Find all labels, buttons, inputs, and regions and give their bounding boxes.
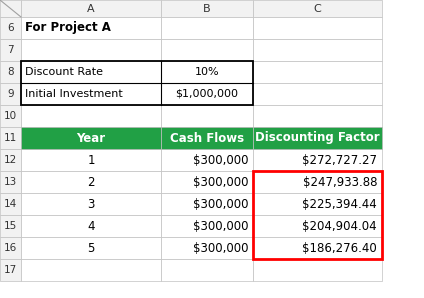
- Bar: [21, 0, 161, 17]
- Bar: [0, 39, 21, 61]
- Bar: [253, 215, 382, 237]
- Bar: [0, 259, 21, 281]
- Bar: [161, 127, 253, 149]
- Text: 11: 11: [4, 133, 17, 143]
- Bar: [21, 17, 161, 39]
- Text: 6: 6: [7, 23, 14, 33]
- Text: 12: 12: [4, 155, 17, 165]
- Bar: [161, 39, 253, 61]
- Bar: [253, 0, 382, 17]
- Bar: [161, 0, 253, 17]
- Text: $300,000: $300,000: [192, 176, 248, 189]
- Text: $300,000: $300,000: [192, 198, 248, 210]
- Bar: [253, 193, 382, 215]
- Text: 10%: 10%: [195, 67, 219, 77]
- Bar: [253, 61, 382, 83]
- Text: Cash Flows: Cash Flows: [170, 131, 244, 145]
- Bar: [21, 127, 161, 149]
- Text: 3: 3: [87, 198, 95, 210]
- Text: 8: 8: [7, 67, 14, 77]
- Text: $247,933.88: $247,933.88: [302, 176, 377, 189]
- Bar: [161, 237, 253, 259]
- Bar: [253, 149, 382, 171]
- Text: 1: 1: [87, 153, 95, 167]
- Text: 5: 5: [87, 241, 95, 254]
- Bar: [21, 171, 161, 193]
- Bar: [253, 237, 382, 259]
- Bar: [0, 127, 21, 149]
- Bar: [161, 127, 253, 149]
- Bar: [0, 215, 21, 237]
- Bar: [161, 193, 253, 215]
- Bar: [161, 105, 253, 127]
- Bar: [161, 149, 253, 171]
- Bar: [253, 127, 382, 149]
- Bar: [21, 193, 161, 215]
- Text: B: B: [203, 4, 211, 13]
- Bar: [161, 17, 253, 39]
- Bar: [0, 61, 21, 83]
- Bar: [21, 149, 161, 171]
- Bar: [0, 17, 21, 39]
- Text: 16: 16: [4, 243, 17, 253]
- Bar: [21, 215, 161, 237]
- Bar: [253, 105, 382, 127]
- Bar: [21, 259, 161, 281]
- Bar: [253, 171, 382, 193]
- Text: $300,000: $300,000: [192, 153, 248, 167]
- Text: 7: 7: [7, 45, 14, 55]
- Text: Year: Year: [76, 131, 106, 145]
- Text: $272,727.27: $272,727.27: [302, 153, 377, 167]
- Text: Discount Rate: Discount Rate: [25, 67, 103, 77]
- Text: 13: 13: [4, 177, 17, 187]
- Bar: [0, 83, 21, 105]
- Bar: [253, 171, 382, 259]
- Bar: [21, 237, 161, 259]
- Text: 9: 9: [7, 89, 14, 99]
- Bar: [0, 193, 21, 215]
- Text: $300,000: $300,000: [192, 241, 248, 254]
- Bar: [253, 83, 382, 105]
- Bar: [21, 83, 161, 105]
- Bar: [0, 105, 21, 127]
- Text: Discounting Factor: Discounting Factor: [255, 131, 380, 145]
- Text: 15: 15: [4, 221, 17, 231]
- Text: For Project A: For Project A: [25, 21, 111, 35]
- Text: A: A: [87, 4, 95, 13]
- Text: $1,000,000: $1,000,000: [176, 89, 238, 99]
- Bar: [253, 17, 382, 39]
- Bar: [0, 171, 21, 193]
- Bar: [253, 127, 382, 149]
- Bar: [0, 0, 21, 17]
- Bar: [161, 61, 253, 83]
- Bar: [0, 149, 21, 171]
- Bar: [0, 237, 21, 259]
- Text: Initial Investment: Initial Investment: [25, 89, 123, 99]
- Bar: [21, 39, 161, 61]
- Bar: [253, 259, 382, 281]
- Bar: [161, 259, 253, 281]
- Text: 4: 4: [87, 220, 95, 232]
- Bar: [21, 105, 161, 127]
- Bar: [21, 61, 161, 83]
- Bar: [21, 61, 253, 105]
- Text: $186,276.40: $186,276.40: [302, 241, 377, 254]
- Text: $225,394.44: $225,394.44: [302, 198, 377, 210]
- Bar: [21, 127, 161, 149]
- Text: C: C: [314, 4, 321, 13]
- Text: 10: 10: [4, 111, 17, 121]
- Text: $300,000: $300,000: [192, 220, 248, 232]
- Text: $204,904.04: $204,904.04: [302, 220, 377, 232]
- Text: 17: 17: [4, 265, 17, 275]
- Bar: [253, 39, 382, 61]
- Bar: [161, 83, 253, 105]
- Bar: [161, 215, 253, 237]
- Text: 2: 2: [87, 176, 95, 189]
- Bar: [161, 171, 253, 193]
- Text: 14: 14: [4, 199, 17, 209]
